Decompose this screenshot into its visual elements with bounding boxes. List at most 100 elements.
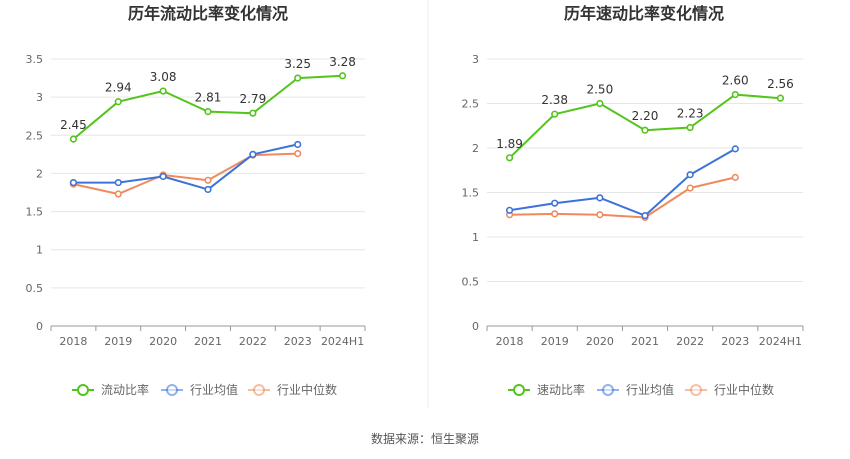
x-tick-label: 2024H1	[759, 335, 802, 348]
legend-item-3: 行业中位数	[248, 382, 337, 397]
data-label: 1.89	[496, 137, 523, 151]
legend-marker	[690, 384, 702, 396]
chart-title: 历年速动比率变化情况	[564, 4, 724, 23]
data-point	[294, 74, 302, 82]
chart-panel-2: 历年速动比率变化情况 0 0.5 1 1.5 2 2.5 3 2018 2019 2020 2021 2…	[462, 4, 804, 397]
data-label: 2.23	[677, 107, 704, 121]
x-tick-label: 2023	[721, 335, 749, 348]
legend-label: 行业中位数	[277, 382, 337, 397]
data-point	[505, 206, 514, 214]
data-point	[731, 90, 739, 99]
data-label: 2.79	[239, 92, 266, 106]
data-point	[551, 210, 559, 218]
series-line-3	[509, 176, 736, 219]
data-point	[641, 126, 649, 134]
y-tick-label: 0	[36, 320, 43, 333]
data-point	[551, 199, 559, 207]
legend-label: 行业均值	[626, 382, 674, 397]
data-point	[69, 135, 78, 143]
x-tick-label: 2023	[284, 335, 312, 348]
y-tick-label: 2	[472, 142, 479, 155]
x-tick-label: 2021	[631, 335, 659, 348]
x-tick-label: 2019	[104, 335, 132, 348]
data-label: 3.25	[284, 57, 311, 71]
data-point	[159, 172, 167, 181]
x-tick-label: 2018	[59, 335, 87, 348]
y-tick-label: 0.5	[462, 276, 480, 289]
legend-item-2: 行业均值	[161, 382, 238, 397]
y-tick-label: 0	[472, 320, 479, 333]
y-tick-label: 2.5	[462, 98, 480, 111]
data-label: 2.20	[632, 109, 659, 123]
chart-panel-1: 历年流动比率变化情况 0 0.5 1 1.5 2 2.5 3 3.5 2018 2019 2020 20…	[26, 4, 366, 397]
legend-label: 行业均值	[190, 382, 238, 397]
y-tick-label: 2	[36, 167, 43, 180]
y-tick-label: 1.5	[462, 187, 480, 200]
legend-item-3: 行业中位数	[685, 382, 774, 397]
x-tick-label: 2019	[541, 335, 569, 348]
legend-marker	[602, 384, 614, 396]
legend-item-2: 行业均值	[597, 382, 674, 397]
data-point	[114, 98, 122, 106]
y-tick-label: 3.5	[26, 53, 44, 66]
y-tick-label: 1.5	[26, 206, 44, 219]
data-label: 3.08	[150, 70, 177, 84]
series-line-3	[73, 152, 298, 195]
data-point	[294, 140, 302, 149]
data-label: 2.60	[722, 74, 749, 88]
data-source-footer: 数据来源：恒生聚源	[371, 431, 479, 446]
x-tick-label: 2020	[149, 335, 177, 348]
legend-marker	[253, 384, 265, 396]
y-tick-label: 0.5	[26, 282, 44, 295]
x-tick-label: 2018	[496, 335, 524, 348]
data-point	[204, 185, 212, 194]
y-tick-label: 2.5	[26, 129, 44, 142]
x-tick-label: 2021	[194, 335, 222, 348]
legend-marker	[77, 384, 89, 396]
data-point	[294, 149, 302, 158]
legend-item-1: 速动比率	[508, 382, 585, 397]
data-point	[686, 123, 694, 132]
y-tick-label: 3	[472, 53, 479, 66]
data-point	[596, 99, 604, 108]
data-point	[686, 184, 694, 192]
y-tick-label: 1	[36, 244, 43, 257]
legend-marker	[166, 384, 178, 396]
data-label: 3.28	[329, 55, 356, 69]
data-label: 2.56	[767, 77, 794, 91]
y-tick-label: 1	[472, 231, 479, 244]
data-point	[249, 109, 257, 117]
data-point	[731, 173, 739, 181]
legend-marker	[513, 384, 525, 396]
chart-title: 历年流动比率变化情况	[128, 4, 288, 23]
data-point	[204, 108, 212, 116]
legend-item-1: 流动比率	[72, 382, 149, 397]
data-point	[159, 87, 167, 95]
y-tick-label: 3	[36, 91, 43, 104]
data-point	[731, 145, 739, 153]
data-point	[686, 171, 694, 179]
data-point	[641, 212, 649, 220]
data-point	[69, 178, 78, 187]
data-label: 2.45	[60, 118, 87, 132]
data-point	[596, 194, 604, 202]
x-tick-label: 2022	[239, 335, 267, 348]
legend-label: 行业中位数	[714, 382, 774, 397]
data-label: 2.94	[105, 81, 132, 95]
data-point	[338, 72, 347, 80]
x-tick-label: 2020	[586, 335, 614, 348]
x-tick-label: 2022	[676, 335, 704, 348]
data-label: 2.50	[586, 83, 613, 97]
legend-label: 速动比率	[537, 382, 585, 397]
series-line-2	[73, 143, 298, 191]
data-point	[114, 190, 122, 198]
x-tick-label: 2024H1	[321, 335, 364, 348]
data-label: 2.38	[541, 93, 568, 107]
data-point	[114, 178, 122, 187]
data-point	[204, 176, 212, 184]
series-line-2	[509, 148, 736, 217]
legend-label: 流动比率	[101, 382, 149, 397]
data-label: 2.81	[195, 91, 222, 105]
